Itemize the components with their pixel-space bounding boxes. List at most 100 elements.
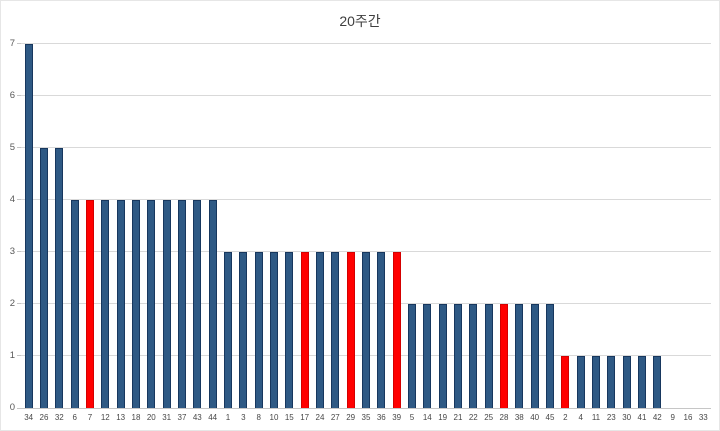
x-axis-tick-label: 40 xyxy=(530,413,540,422)
bar xyxy=(331,252,340,408)
x-axis-tick-label: 22 xyxy=(468,413,478,422)
plot-area xyxy=(21,43,711,409)
bar xyxy=(377,252,386,408)
y-axis-tick-label: 0 xyxy=(9,402,15,413)
y-axis-tick-label: 3 xyxy=(9,246,15,257)
gridline xyxy=(21,251,711,252)
x-axis: 34 26 32 6 7 12 13 18 20 31 37 43 44 1 3 8 10 15 17 24 27 29 3… xyxy=(21,412,711,426)
bar-highlighted xyxy=(300,252,309,408)
bar xyxy=(24,44,33,408)
x-axis-tick-label: 10 xyxy=(269,413,279,422)
bar xyxy=(454,304,462,408)
x-axis-tick-label: 19 xyxy=(438,413,448,422)
x-axis-tick-label: 16 xyxy=(683,413,693,422)
chart-title: 20주간 xyxy=(339,13,381,29)
x-axis-tick-label: 9 xyxy=(670,413,675,422)
bar xyxy=(653,356,662,408)
y-axis-tick xyxy=(17,303,21,304)
x-axis-tick-label: 25 xyxy=(484,413,494,422)
bar xyxy=(622,356,631,408)
bar xyxy=(362,252,370,408)
x-axis-tick-label: 13 xyxy=(116,413,126,422)
bar xyxy=(576,356,585,408)
bar xyxy=(469,304,478,408)
x-axis-tick-label: 8 xyxy=(256,413,261,422)
x-axis-tick-label: 11 xyxy=(591,413,601,422)
bar xyxy=(178,200,186,408)
bar xyxy=(546,304,554,408)
bar xyxy=(162,200,171,408)
x-axis-tick-label: 30 xyxy=(622,413,632,422)
bar xyxy=(607,356,616,408)
x-axis-tick-label: 20 xyxy=(146,413,156,422)
bar xyxy=(132,200,140,408)
y-axis-tick xyxy=(17,147,21,148)
y-axis-tick-label: 7 xyxy=(9,38,15,49)
x-axis-tick-label: 17 xyxy=(300,413,310,422)
x-axis-tick-label: 14 xyxy=(422,413,432,422)
y-axis-tick-label: 4 xyxy=(9,194,15,205)
bar-highlighted xyxy=(86,200,94,408)
x-axis-tick-label: 2 xyxy=(563,413,568,422)
bar xyxy=(423,304,432,408)
bar xyxy=(208,200,217,408)
x-axis-tick-label: 3 xyxy=(241,413,246,422)
x-axis-tick-label: 44 xyxy=(208,413,218,422)
y-axis-tick xyxy=(17,43,21,44)
bar xyxy=(116,200,125,408)
bar xyxy=(147,200,156,408)
x-axis-tick-label: 26 xyxy=(39,413,49,422)
x-axis-tick-label: 7 xyxy=(87,413,93,422)
x-axis-tick-label: 37 xyxy=(177,413,187,422)
gridline xyxy=(21,147,711,148)
x-axis-tick-label: 6 xyxy=(72,413,77,422)
x-axis-tick-label: 32 xyxy=(54,413,64,422)
bar-highlighted xyxy=(500,304,508,408)
gridline xyxy=(21,43,711,44)
x-axis-tick-label: 38 xyxy=(514,413,524,422)
bar xyxy=(530,304,539,408)
x-axis-tick-label: 33 xyxy=(698,413,708,422)
x-axis-tick-label: 39 xyxy=(392,413,402,422)
x-axis-tick-label: 24 xyxy=(315,413,325,422)
bar xyxy=(515,304,524,408)
x-axis-tick-label: 43 xyxy=(192,413,202,422)
x-axis-tick-label: 41 xyxy=(637,413,647,422)
gridline xyxy=(21,199,711,200)
y-axis-tick-label: 6 xyxy=(9,90,15,101)
bar xyxy=(101,200,110,408)
bar xyxy=(285,252,294,408)
bar-highlighted xyxy=(392,252,401,408)
x-axis-tick-label: 12 xyxy=(100,413,110,422)
bar xyxy=(638,356,646,408)
bar-highlighted xyxy=(561,356,570,408)
y-axis-tick-label: 2 xyxy=(9,298,15,309)
bar xyxy=(270,252,278,408)
y-axis-tick-label: 5 xyxy=(9,142,15,153)
bar xyxy=(484,304,493,408)
y-axis-tick xyxy=(17,355,21,356)
x-axis-tick-label: 1 xyxy=(225,413,231,422)
x-axis-tick-label: 18 xyxy=(131,413,141,422)
x-axis-tick-label: 21 xyxy=(453,413,463,422)
bar xyxy=(224,252,232,408)
bar xyxy=(438,304,447,408)
bar xyxy=(254,252,263,408)
y-axis-tick xyxy=(17,408,21,409)
x-axis-tick-label: 23 xyxy=(606,413,616,422)
bar xyxy=(239,252,248,408)
x-axis-tick-label: 15 xyxy=(284,413,294,422)
x-axis-tick-label: 27 xyxy=(330,413,340,422)
bar xyxy=(316,252,324,408)
x-axis-tick-label: 36 xyxy=(376,413,386,422)
x-axis-tick-label: 4 xyxy=(578,413,583,422)
x-axis-tick-label: 42 xyxy=(652,413,662,422)
x-axis-tick-label: 29 xyxy=(346,413,356,422)
y-axis-tick xyxy=(17,251,21,252)
x-axis-tick-label: 34 xyxy=(24,413,34,422)
bar xyxy=(592,356,600,408)
bar xyxy=(55,148,64,408)
bar xyxy=(408,304,416,408)
x-axis-tick-label: 31 xyxy=(162,413,172,422)
